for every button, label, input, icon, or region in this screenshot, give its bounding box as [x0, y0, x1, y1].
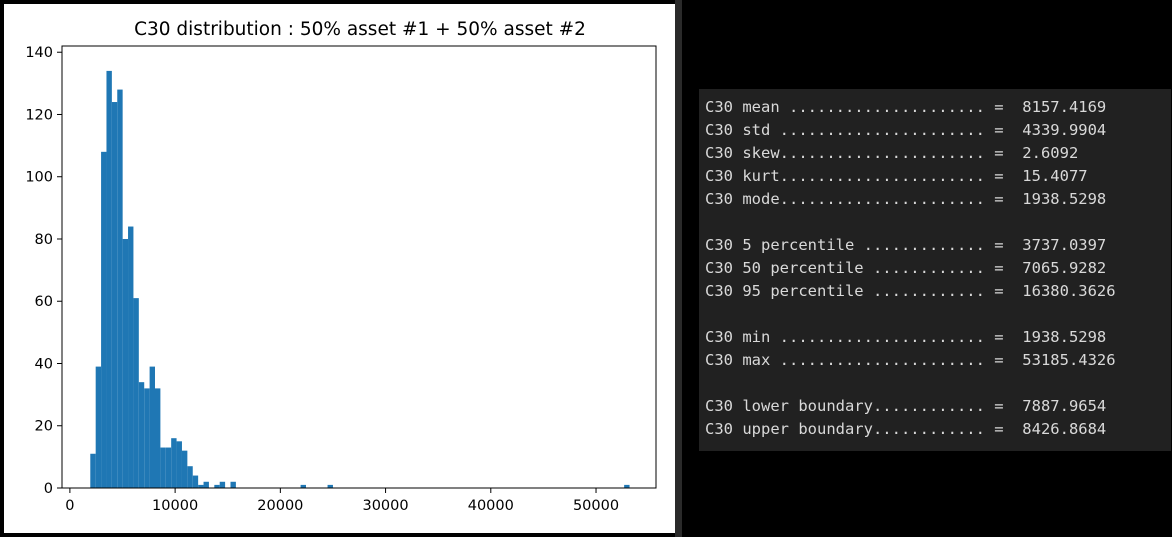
y-tick-label: 100	[25, 170, 53, 186]
x-axis: 0 10000 20000 30000 40000 50000	[65, 488, 619, 514]
histogram-bar	[122, 238, 129, 488]
histogram-bar	[192, 475, 199, 488]
histogram-bar	[95, 366, 102, 488]
y-tick-label: 0	[44, 481, 53, 497]
histogram-bar	[203, 481, 209, 488]
histogram-bar	[176, 441, 182, 488]
histogram-bar	[144, 388, 150, 488]
histogram-bar	[149, 366, 156, 488]
stat-blank-line	[705, 372, 1171, 395]
histogram-bar	[219, 481, 226, 488]
x-tick-label: 0	[65, 498, 74, 514]
histogram-bar	[111, 102, 118, 488]
y-tick-label: 40	[35, 356, 53, 372]
stat-line: C30 std ...................... = 4339.99…	[705, 121, 1107, 139]
y-tick-label: 120	[25, 107, 53, 123]
stat-blank-line	[705, 211, 1171, 234]
x-tick-label: 10000	[152, 498, 198, 514]
histogram-bar	[133, 298, 139, 488]
histogram-bar	[117, 89, 123, 489]
histogram-chart: C30 distribution : 50% asset #1 + 50% as…	[25, 19, 657, 514]
plot-frame	[61, 45, 657, 489]
x-tick-label: 50000	[573, 498, 619, 514]
histogram-bar	[198, 484, 204, 488]
stat-line: C30 mode...................... = 1938.52…	[705, 190, 1107, 208]
histogram-bar	[155, 388, 161, 488]
histogram-bar	[171, 438, 177, 488]
histogram-bar	[101, 151, 107, 488]
histogram-bar	[230, 481, 236, 488]
histogram-bar	[138, 382, 145, 488]
output-area: C30 mean ..................... = 8157.41…	[682, 0, 1172, 537]
stat-line: C30 lower boundary............ = 7887.96…	[705, 397, 1107, 415]
histogram-bar	[165, 447, 172, 488]
statistics-output: C30 mean ..................... = 8157.41…	[699, 89, 1171, 451]
histogram-bar	[214, 484, 220, 488]
scroll-gutter	[675, 0, 682, 537]
histogram-bars	[90, 70, 630, 489]
stat-line: C30 50 percentile ............ = 7065.92…	[705, 259, 1107, 277]
histogram-bar	[624, 484, 630, 488]
y-axis: 0 20 40 60 80 100 120 140	[25, 45, 62, 497]
histogram-bar	[187, 466, 193, 488]
y-tick-label: 140	[25, 45, 53, 61]
histogram-bar	[327, 484, 333, 488]
stat-line: C30 min ...................... = 1938.52…	[705, 328, 1107, 346]
histogram-bar	[300, 484, 306, 488]
stat-line: C30 mean ..................... = 8157.41…	[705, 98, 1107, 116]
stat-line: C30 upper boundary............ = 8426.86…	[705, 420, 1107, 438]
stat-line: C30 kurt...................... = 15.4077	[705, 167, 1088, 185]
y-tick-label: 60	[35, 294, 53, 310]
x-tick-label: 40000	[468, 498, 514, 514]
histogram-bar	[90, 453, 96, 488]
x-tick-label: 30000	[362, 498, 408, 514]
stat-blank-line	[705, 303, 1171, 326]
y-tick-label: 20	[35, 419, 53, 435]
y-tick-label: 80	[35, 232, 53, 248]
chart-title: C30 distribution : 50% asset #1 + 50% as…	[134, 19, 586, 40]
histogram-bar	[160, 447, 166, 488]
histogram-bar	[106, 70, 112, 489]
stat-line: C30 5 percentile ............. = 3737.03…	[705, 236, 1107, 254]
stat-line: C30 95 percentile ............ = 16380.3…	[705, 282, 1116, 300]
stat-line: C30 skew...................... = 2.6092	[705, 144, 1079, 162]
histogram-bar	[128, 226, 134, 488]
histogram-bar	[181, 450, 188, 488]
x-tick-label: 20000	[257, 498, 303, 514]
stat-line: C30 max ...................... = 53185.4…	[705, 351, 1116, 369]
histogram-panel: C30 distribution : 50% asset #1 + 50% as…	[4, 4, 675, 533]
